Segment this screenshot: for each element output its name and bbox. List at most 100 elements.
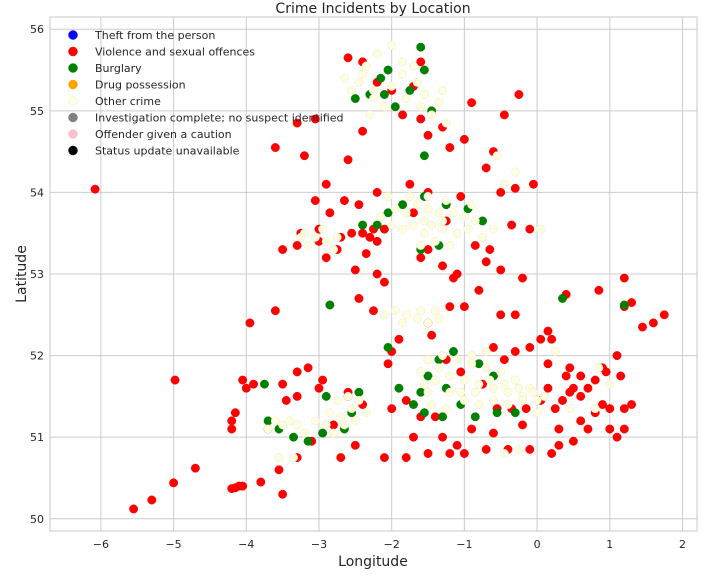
point-other-crime (387, 220, 397, 230)
point-other-crime (441, 118, 451, 128)
tick-labels: −6 −5 −4 −3 −2 −1 0 1 2 50 51 52 53 54 55 56 (30, 23, 686, 551)
point-other-crime (492, 151, 502, 161)
y-axis-label: Latitude (14, 245, 30, 303)
point-violence-and-sexual-offences (627, 400, 637, 409)
point-other-crime (263, 424, 273, 434)
point-other-crime (398, 224, 408, 234)
x-tick-label: 2 (679, 538, 686, 551)
point-violence-and-sexual-offences (245, 318, 255, 328)
point-other-crime (514, 383, 524, 393)
point-violence-and-sexual-offences (456, 367, 466, 377)
point-violence-and-sexual-offences (90, 184, 100, 194)
point-burglary (354, 387, 364, 397)
point-burglary (260, 379, 269, 389)
point-other-crime (488, 396, 498, 405)
point-violence-and-sexual-offences (321, 253, 331, 263)
point-other-crime (503, 387, 513, 397)
point-violence-and-sexual-offences (576, 391, 586, 401)
point-burglary (394, 383, 404, 393)
point-violence-and-sexual-offences (459, 449, 469, 458)
legend-label: Drug possession (95, 79, 186, 92)
point-violence-and-sexual-offences (543, 383, 553, 393)
point-other-crime (518, 396, 527, 405)
point-violence-and-sexual-offences (467, 98, 477, 108)
legend-label: Offender given a caution (95, 128, 232, 141)
point-violence-and-sexual-offences (616, 371, 626, 381)
point-violence-and-sexual-offences (583, 383, 593, 393)
point-burglary (419, 65, 429, 75)
point-other-crime (332, 396, 342, 405)
point-violence-and-sexual-offences (543, 359, 553, 369)
point-other-crime (405, 192, 415, 201)
point-violence-and-sexual-offences (576, 371, 586, 381)
point-violence-and-sexual-offences (274, 465, 284, 475)
point-other-crime (329, 245, 338, 254)
x-tick-label: −1 (456, 538, 472, 551)
point-violence-and-sexual-offences (238, 481, 248, 491)
point-other-crime (539, 391, 549, 401)
legend-marker (68, 63, 78, 73)
point-other-crime (339, 73, 349, 83)
point-violence-and-sexual-offences (423, 449, 433, 458)
point-other-crime (510, 167, 520, 177)
point-violence-and-sexual-offences (485, 245, 495, 254)
point-other-crime (419, 379, 429, 389)
point-other-crime (463, 224, 473, 234)
point-violence-and-sexual-offences (619, 404, 629, 414)
point-other-crime (590, 404, 600, 414)
point-violence-and-sexual-offences (612, 432, 622, 442)
point-other-crime (478, 232, 487, 242)
point-violence-and-sexual-offences (554, 440, 564, 450)
point-other-crime (452, 228, 462, 238)
point-other-crime (412, 200, 422, 210)
point-other-crime (318, 224, 328, 234)
point-other-crime (419, 228, 429, 238)
point-violence-and-sexual-offences (550, 404, 560, 414)
point-other-crime (409, 61, 418, 71)
point-violence-and-sexual-offences (365, 232, 375, 242)
y-tick-label: 53 (30, 268, 44, 281)
point-violence-and-sexual-offences (496, 187, 506, 197)
point-violence-and-sexual-offences (510, 183, 520, 193)
point-other-crime (398, 57, 408, 67)
point-other-crime (401, 310, 411, 320)
point-other-crime (499, 379, 509, 389)
point-other-crime (550, 347, 560, 356)
point-other-crime (470, 216, 480, 226)
point-violence-and-sexual-offences (227, 424, 237, 434)
point-violence-and-sexual-offences (372, 236, 382, 246)
point-violence-and-sexual-offences (416, 253, 426, 263)
point-other-crime (565, 404, 575, 414)
point-violence-and-sexual-offences (379, 277, 389, 287)
point-other-crime (343, 391, 353, 401)
point-other-crime (488, 224, 498, 234)
point-other-crime (387, 81, 397, 91)
point-violence-and-sexual-offences (510, 347, 520, 356)
point-other-crime (332, 232, 342, 242)
point-burglary (358, 220, 368, 230)
point-violence-and-sexual-offences (339, 196, 349, 206)
point-violence-and-sexual-offences (518, 273, 527, 283)
point-violence-and-sexual-offences (576, 416, 586, 426)
point-other-crime (438, 224, 448, 234)
point-other-crime (289, 453, 298, 463)
point-other-crime (427, 220, 437, 230)
point-violence-and-sexual-offences (405, 179, 415, 189)
point-violence-and-sexual-offences (619, 273, 629, 283)
point-violence-and-sexual-offences (638, 322, 647, 332)
point-violence-and-sexual-offences (496, 265, 506, 275)
point-burglary (492, 408, 502, 418)
point-violence-and-sexual-offences (292, 391, 302, 401)
point-other-crime (423, 192, 433, 201)
point-violence-and-sexual-offences (525, 444, 535, 454)
point-burglary (289, 432, 298, 442)
point-violence-and-sexual-offences (445, 449, 455, 458)
x-tick-label: −3 (311, 538, 327, 551)
point-other-crime (398, 69, 408, 79)
point-burglary (510, 408, 520, 418)
point-violence-and-sexual-offences (423, 130, 433, 140)
x-axis-label: Longitude (338, 554, 408, 570)
point-violence-and-sexual-offences (227, 416, 237, 426)
point-burglary (409, 400, 418, 409)
